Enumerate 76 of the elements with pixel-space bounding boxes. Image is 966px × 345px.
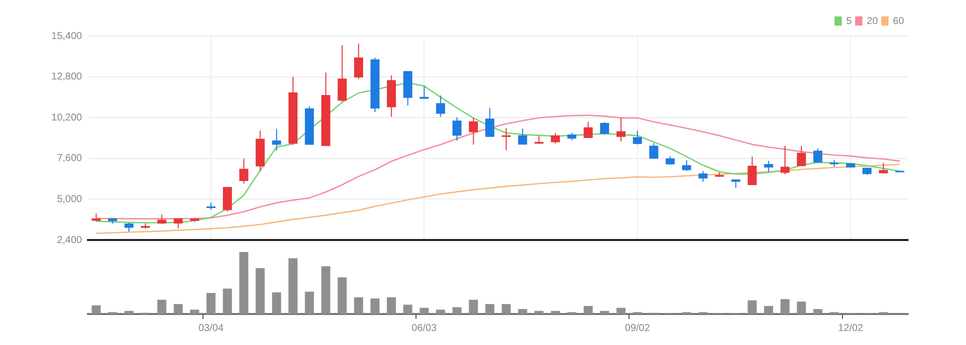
bar bbox=[157, 300, 166, 314]
candlestick bbox=[682, 160, 692, 172]
candlestick bbox=[616, 117, 626, 142]
candlestick bbox=[239, 158, 248, 184]
bar bbox=[272, 292, 282, 314]
y-tick-label: 12,800 bbox=[51, 72, 82, 83]
y-tick-label: 2,400 bbox=[56, 234, 82, 246]
candlestick bbox=[764, 160, 774, 172]
candlestick bbox=[174, 218, 183, 229]
y-tick-label: 15,400 bbox=[51, 30, 82, 42]
candlestick bbox=[813, 148, 822, 163]
legend-label: 60 bbox=[892, 16, 904, 27]
bar bbox=[124, 310, 134, 314]
bar bbox=[502, 304, 511, 314]
candlestick bbox=[584, 121, 593, 138]
bar bbox=[764, 306, 774, 314]
x-tick-label: 03/04 bbox=[198, 322, 224, 334]
candlestick bbox=[518, 128, 528, 146]
x-tick-label: 12/02 bbox=[838, 322, 864, 334]
x-tick-label: 06/03 bbox=[412, 322, 438, 334]
bar bbox=[288, 258, 298, 314]
bar bbox=[436, 310, 446, 314]
bar bbox=[304, 292, 314, 314]
candlestick bbox=[600, 122, 610, 136]
bar bbox=[780, 299, 790, 314]
bar bbox=[222, 288, 232, 314]
bar bbox=[600, 310, 610, 314]
candlestick bbox=[632, 130, 642, 146]
bar bbox=[338, 277, 347, 314]
bar bbox=[190, 310, 200, 314]
bar bbox=[321, 266, 330, 314]
candlestick bbox=[649, 142, 658, 160]
bar bbox=[616, 308, 626, 314]
bar bbox=[206, 292, 216, 314]
bar bbox=[468, 300, 478, 314]
bar bbox=[403, 304, 412, 314]
bar bbox=[370, 298, 380, 314]
bar bbox=[796, 302, 806, 314]
candlestick bbox=[502, 127, 511, 151]
bar bbox=[386, 297, 396, 314]
legend-label: 5 bbox=[846, 16, 852, 27]
candlestick bbox=[550, 132, 560, 144]
candlestick bbox=[452, 116, 462, 142]
candlestick bbox=[338, 44, 347, 102]
candlestick bbox=[780, 146, 790, 175]
bar bbox=[452, 307, 462, 314]
y-tick-label: 10,200 bbox=[51, 112, 82, 124]
bar bbox=[256, 268, 265, 314]
bar bbox=[518, 309, 528, 314]
bar bbox=[550, 310, 560, 314]
candlestick bbox=[420, 86, 429, 100]
candlestick bbox=[354, 43, 364, 80]
x-tick-label: 09/02 bbox=[624, 322, 650, 334]
candlestick bbox=[878, 162, 888, 174]
bar bbox=[174, 304, 183, 314]
candlestick bbox=[436, 94, 446, 118]
bar bbox=[748, 300, 757, 314]
candlestick bbox=[222, 186, 232, 212]
bar bbox=[420, 308, 429, 314]
candlestick bbox=[272, 128, 282, 151]
y-tick-label: 5,000 bbox=[56, 194, 82, 205]
bar bbox=[354, 297, 364, 314]
candlestick bbox=[698, 170, 708, 182]
bar bbox=[534, 310, 544, 314]
candlestick bbox=[485, 107, 494, 138]
bar bbox=[92, 305, 101, 314]
candlestick bbox=[748, 156, 757, 186]
legend-label: 20 bbox=[866, 16, 878, 27]
bar bbox=[813, 309, 822, 314]
bar bbox=[584, 306, 593, 314]
candlestick bbox=[468, 117, 478, 146]
bar bbox=[239, 252, 248, 314]
candlestick bbox=[157, 214, 166, 224]
bar bbox=[485, 304, 494, 314]
y-tick-label: 7,600 bbox=[56, 153, 82, 164]
candlestick bbox=[796, 146, 806, 167]
